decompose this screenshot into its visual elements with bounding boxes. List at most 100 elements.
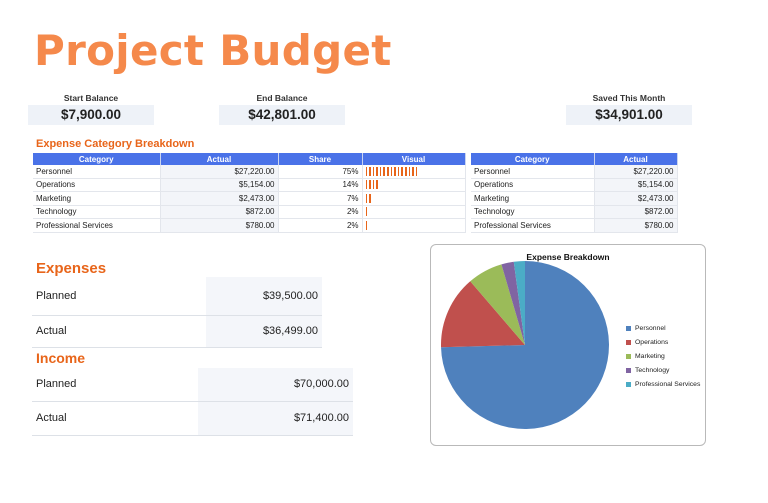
legend-swatch <box>626 339 631 345</box>
share-cell: 2% <box>278 218 363 233</box>
visual-cell <box>362 218 466 233</box>
share-bar <box>365 193 462 203</box>
summary-label: End Balance <box>256 93 308 103</box>
bar-tick <box>372 166 375 176</box>
row-value: $70,000.00 <box>198 368 353 402</box>
share-cell: 75% <box>278 165 363 179</box>
category-cell: Operations <box>471 178 595 192</box>
bar-tick <box>369 166 371 176</box>
bar-tick <box>383 166 386 176</box>
expense-pie-chart: Expense Breakdown Personnel Operations Mar… <box>430 244 706 446</box>
actual-cell: $872.00 <box>160 205 279 219</box>
bar-tick <box>390 166 393 176</box>
col-header-visual: Visual <box>362 153 466 165</box>
actual-cell: $780.00 <box>160 218 279 233</box>
breakdown-row: Technology $872.00 2% <box>33 205 466 219</box>
category-cell: Marketing <box>471 191 595 206</box>
category-cell: Professional Services <box>33 218 161 233</box>
breakdown-row: Operations $5,154.00 14% <box>33 178 466 192</box>
row-label: Actual <box>32 401 198 436</box>
income-row-actual: Actual $71,400.00 <box>32 401 353 436</box>
visual-cell <box>362 205 466 219</box>
bar-tick <box>369 180 371 190</box>
income-title: Income <box>36 350 86 366</box>
row-value: $39,500.00 <box>206 277 322 316</box>
category-cell: Technology <box>33 205 161 219</box>
summary-value: $7,900.00 <box>28 105 154 125</box>
legend-item: Professional Services <box>626 377 700 391</box>
chart-title: Expense Breakdown <box>526 252 610 262</box>
actual-cell: $872.00 <box>594 205 678 219</box>
summary-start-balance: Start Balance $7,900.00 <box>28 93 154 125</box>
category-cell: Professional Services <box>471 218 595 233</box>
share-cell: 2% <box>278 205 363 219</box>
actual-cell: $5,154.00 <box>160 178 279 192</box>
expenses-row-planned: Planned $39,500.00 <box>32 277 322 316</box>
legend-label: Personnel <box>635 324 666 332</box>
bar-tick <box>408 166 411 176</box>
bar-tick <box>365 207 368 217</box>
share-bar <box>365 166 462 176</box>
bar-tick <box>415 166 418 176</box>
breakdown-row: Personnel $27,220.00 75% <box>33 165 466 179</box>
category-row: Professional Services $780.00 <box>471 218 678 233</box>
legend-swatch <box>626 325 631 331</box>
category-cell: Personnel <box>33 165 161 179</box>
category-cell: Technology <box>471 205 595 219</box>
row-value: $71,400.00 <box>198 401 353 436</box>
col-header-actual: Actual <box>160 153 279 165</box>
bar-tick <box>365 180 368 190</box>
row-value: $36,499.00 <box>206 315 322 348</box>
chart-legend: Personnel Operations Marketing Technology Pr… <box>626 321 700 391</box>
legend-item: Technology <box>626 363 700 377</box>
col-header-actual: Actual <box>594 153 678 165</box>
bar-tick <box>387 166 389 176</box>
income-row-planned: Planned $70,000.00 <box>32 368 353 402</box>
bar-tick <box>365 220 368 230</box>
actual-cell: $2,473.00 <box>160 191 279 206</box>
pie-slice-personnel <box>441 261 609 429</box>
summary-value: $34,901.00 <box>566 105 692 125</box>
actual-cell: $27,220.00 <box>160 165 279 179</box>
row-label: Planned <box>32 368 198 402</box>
legend-swatch <box>626 353 631 359</box>
bar-tick <box>376 166 378 176</box>
share-bar <box>365 207 462 217</box>
summary-end-balance: End Balance $42,801.00 <box>219 93 345 125</box>
visual-cell <box>362 178 466 192</box>
bar-tick <box>365 166 368 176</box>
bar-tick <box>376 180 378 190</box>
bar-tick <box>372 180 375 190</box>
breakdown-row: Professional Services $780.00 2% <box>33 218 466 233</box>
breakdown-row: Marketing $2,473.00 7% <box>33 191 466 206</box>
category-row: Marketing $2,473.00 <box>471 191 678 206</box>
legend-label: Marketing <box>635 352 665 360</box>
category-cell: Personnel <box>471 165 595 179</box>
expenses-title: Expenses <box>36 260 107 277</box>
category-row: Technology $872.00 <box>471 205 678 219</box>
share-bar <box>365 220 462 230</box>
row-label: Actual <box>32 315 206 348</box>
category-cell: Operations <box>33 178 161 192</box>
category-row: Operations $5,154.00 <box>471 178 678 192</box>
visual-cell <box>362 165 466 179</box>
legend-item: Personnel <box>626 321 700 335</box>
actual-cell: $780.00 <box>594 218 678 233</box>
bar-tick <box>405 166 407 176</box>
bar-tick <box>412 166 414 176</box>
bar-tick <box>394 166 396 176</box>
breakdown-header-row: Category Actual Share Visual <box>33 153 466 165</box>
legend-item: Operations <box>626 335 700 349</box>
row-label: Planned <box>32 277 206 316</box>
visual-cell <box>362 191 466 206</box>
legend-swatch <box>626 381 631 387</box>
col-header-category: Category <box>33 153 161 165</box>
pie-svg <box>441 261 609 429</box>
col-header-share: Share <box>278 153 363 165</box>
bar-tick <box>369 193 371 203</box>
col-header-category: Category <box>471 153 595 165</box>
share-cell: 7% <box>278 191 363 206</box>
legend-swatch <box>626 367 631 373</box>
category-header-row: Category Actual <box>471 153 678 165</box>
summary-label: Start Balance <box>63 93 119 103</box>
